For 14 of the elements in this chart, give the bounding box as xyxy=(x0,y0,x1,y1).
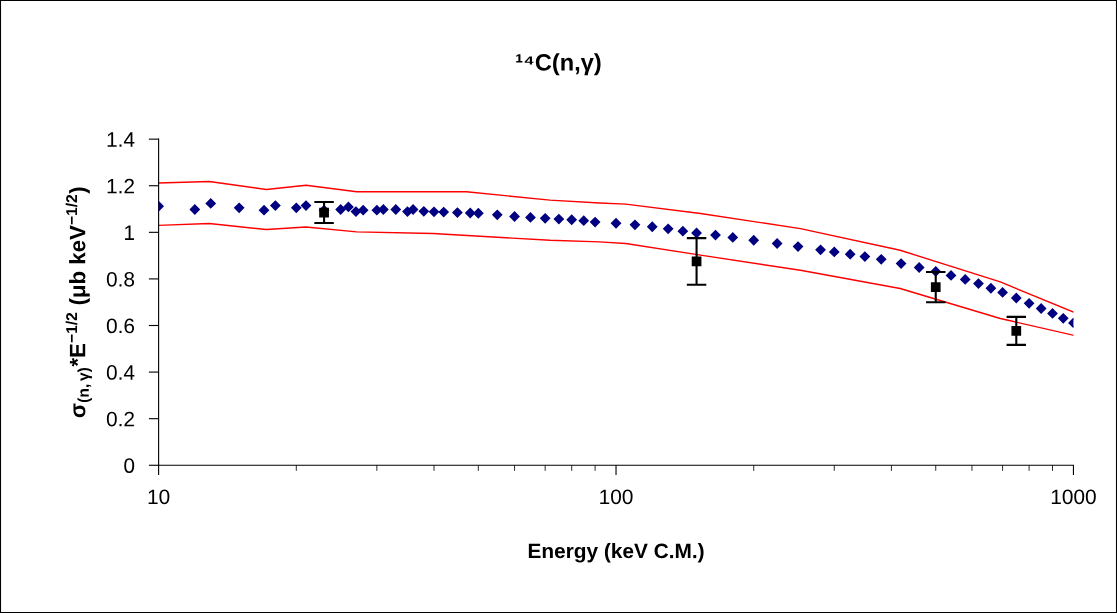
chart-title: ¹⁴C(n,γ) xyxy=(516,53,601,76)
y-tick-label: 0.4 xyxy=(106,365,135,380)
x-tick-label: 100 xyxy=(600,489,633,505)
x-tick-label: 1000 xyxy=(1051,489,1096,505)
y-tick-label: 1.2 xyxy=(107,178,134,194)
x-tick-label: 10 xyxy=(148,489,170,505)
y-tick-label: 0 xyxy=(124,458,135,474)
x-axis-title: Energy (keV C.M.) xyxy=(528,543,704,563)
y-tick-label: 0.8 xyxy=(106,271,135,287)
y-tick-label: 0.2 xyxy=(106,411,134,427)
y-tick-label: 1 xyxy=(125,225,134,240)
y-tick-label: 1.4 xyxy=(107,132,135,147)
y-tick-label: 0.6 xyxy=(106,318,135,334)
y-axis-title: σ$_{(n,γ)}$*E$^{−1/2}$ (μb keV$^{−1/2}$) xyxy=(65,187,92,418)
